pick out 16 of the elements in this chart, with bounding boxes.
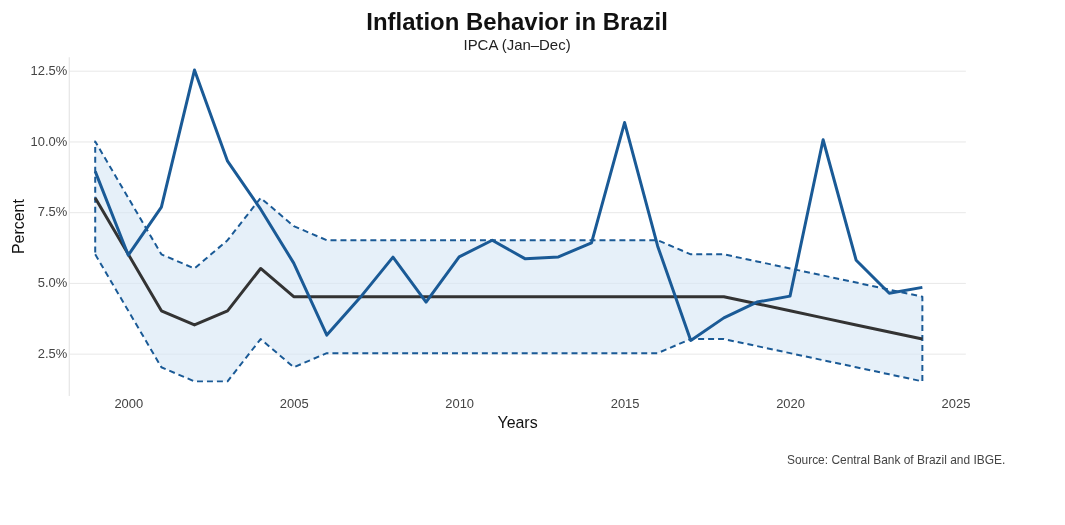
x-tick-label: 2020 (776, 395, 805, 411)
y-tick-label: 5.0% (37, 275, 68, 291)
source-note: Source: Central Bank of Brazil and IBGE. (786, 453, 1006, 468)
x-tick-label: 2010 (445, 395, 475, 411)
y-tick-label: 10.0% (30, 133, 68, 149)
chart-subtitle: IPCA (Jan–Dec) (463, 35, 571, 53)
x-tick-label: 2000 (114, 395, 144, 411)
x-tick-label: 2015 (610, 395, 640, 411)
x-tick-label: 2005 (279, 395, 309, 411)
y-axis-title: Percent (9, 198, 27, 255)
y-tick-label: 12.5% (30, 63, 68, 79)
y-tick-label: 2.5% (37, 345, 68, 361)
x-tick-label: 2025 (941, 395, 971, 411)
y-tick-label: 7.5% (37, 204, 68, 220)
chart-title: Inflation Behavior in Brazil (366, 7, 668, 35)
x-axis-title: Years (497, 413, 538, 431)
